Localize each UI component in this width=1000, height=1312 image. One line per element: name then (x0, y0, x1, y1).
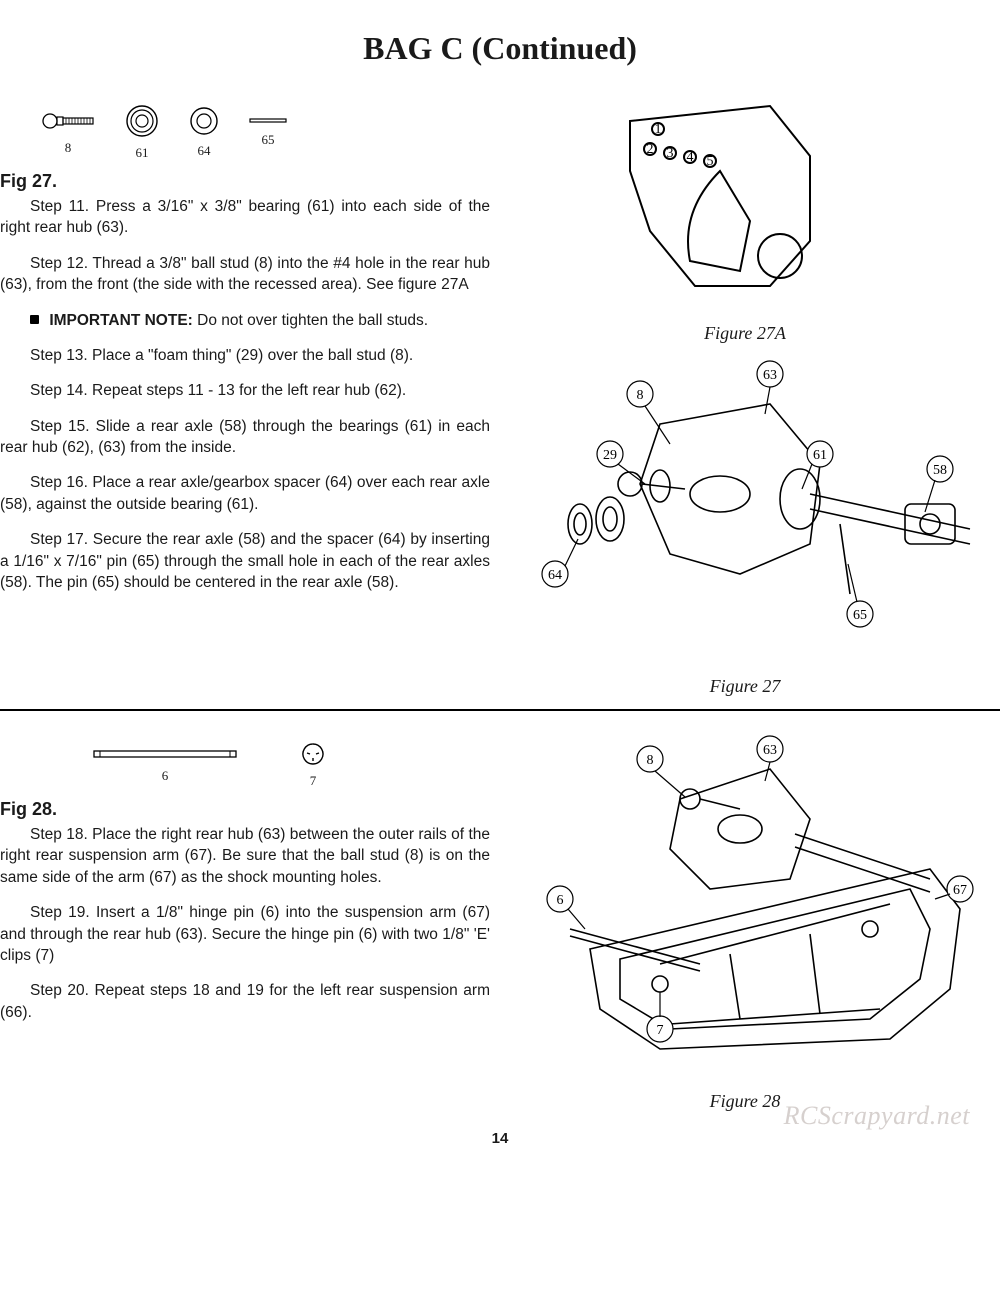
part-8: 8 (40, 108, 96, 156)
callout: 5 (707, 154, 714, 169)
pin-icon (248, 116, 288, 126)
figure-27a-diagram: 1 2 3 4 5 (510, 91, 940, 321)
step-text: Step 14. Repeat steps 11 - 13 for the le… (0, 380, 490, 401)
fig27-body: Step 11. Press a 3/16" x 3/8" bearing (6… (0, 196, 490, 593)
callout: 63 (763, 368, 777, 383)
callout: 29 (603, 448, 617, 463)
step-text: Step 20. Repeat steps 18 and 19 for the … (0, 980, 490, 1023)
callout: 67 (953, 883, 967, 898)
step-text: Step 17. Secure the rear axle (58) and t… (0, 529, 490, 593)
important-note: IMPORTANT NOTE: Do not over tighten the … (0, 310, 490, 331)
part-label: 64 (198, 143, 211, 159)
page-number: 14 (0, 1130, 1000, 1147)
figure-28-diagram: 8 63 6 7 67 (510, 729, 980, 1089)
part-label: 7 (310, 773, 317, 789)
fig27-left: 8 61 64 (0, 91, 510, 607)
manual-page: BAG C (Continued) (0, 0, 1000, 1167)
fig28-heading: Fig 28. (0, 799, 490, 820)
fig28-right: 8 63 6 7 67 Figure 28 (510, 729, 1000, 1112)
callout: 7 (657, 1023, 664, 1038)
step-text: Step 18. Place the right rear hub (63) b… (0, 824, 490, 888)
callout: 4 (687, 150, 694, 165)
step-text: Step 13. Place a "foam thing" (29) over … (0, 345, 490, 366)
section-divider (0, 709, 1000, 711)
callout: 8 (637, 388, 644, 403)
part-label: 61 (136, 145, 149, 161)
part-7: 7 (300, 741, 326, 789)
note-text: Do not over tighten the ball studs. (197, 312, 428, 329)
fig27-right: 1 2 3 4 5 Figure 27A (510, 91, 1000, 697)
parts-row-28: 6 7 (0, 729, 490, 793)
page-title: BAG C (Continued) (0, 30, 1000, 67)
e-clip-icon (300, 741, 326, 767)
part-label: 65 (262, 132, 275, 148)
ball-stud-icon (40, 108, 96, 134)
parts-row-27: 8 61 64 (0, 91, 490, 165)
part-65: 65 (248, 116, 288, 148)
figure-27-diagram: 8 63 29 61 58 64 65 (510, 344, 980, 674)
callout: 2 (647, 142, 654, 157)
part-label: 6 (162, 768, 169, 784)
hinge-pin-icon (90, 746, 240, 762)
part-64: 64 (188, 105, 220, 159)
step-text: Step 12. Thread a 3/8" ball stud (8) int… (0, 253, 490, 296)
callout: 3 (667, 146, 674, 161)
spacer-icon (188, 105, 220, 137)
figure-27-caption: Figure 27 (510, 676, 980, 697)
fig28-body: Step 18. Place the right rear hub (63) b… (0, 824, 490, 1023)
section-fig28: 6 7 Fig 28. Step 18. Place the right rea… (0, 729, 1000, 1112)
callout: 58 (933, 463, 947, 478)
bearing-icon (124, 103, 160, 139)
fig28-left: 6 7 Fig 28. Step 18. Place the right rea… (0, 729, 510, 1037)
fig27-heading: Fig 27. (0, 171, 490, 192)
part-6: 6 (90, 746, 240, 784)
figure-28-caption: Figure 28 (510, 1091, 980, 1112)
callout: 61 (813, 448, 827, 463)
bullet-icon (30, 315, 39, 324)
step-text: Step 19. Insert a 1/8" hinge pin (6) int… (0, 902, 490, 966)
callout: 64 (548, 568, 562, 583)
callout: 1 (655, 122, 662, 137)
figure-27a-caption: Figure 27A (510, 323, 980, 344)
callout: 8 (647, 753, 654, 768)
callout: 6 (557, 893, 564, 908)
part-61: 61 (124, 103, 160, 161)
callout: 63 (763, 743, 777, 758)
callout: 65 (853, 608, 867, 623)
note-label: IMPORTANT NOTE: (49, 312, 193, 329)
step-text: Step 15. Slide a rear axle (58) through … (0, 416, 490, 459)
step-text: Step 16. Place a rear axle/gearbox space… (0, 472, 490, 515)
part-label: 8 (65, 140, 72, 156)
section-fig27: 8 61 64 (0, 91, 1000, 697)
step-text: Step 11. Press a 3/16" x 3/8" bearing (6… (0, 196, 490, 239)
